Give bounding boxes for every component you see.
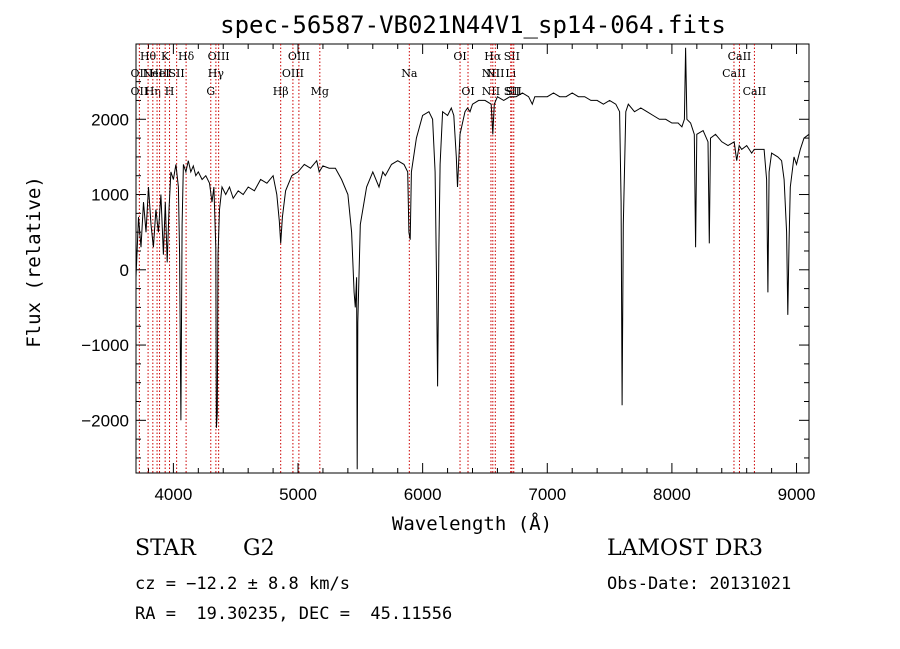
x-tick-label: 4000 (154, 485, 192, 504)
line-marker-label: CaII (743, 85, 767, 98)
y-tick-label: 0 (120, 261, 129, 280)
line-marker-label: SII (506, 85, 522, 98)
line-marker-label: OIII (282, 67, 304, 80)
line-marker-label: SII (169, 67, 185, 80)
line-marker-label: OIII (288, 50, 310, 63)
line-marker-label: Mg (311, 85, 329, 98)
line-marker-label: NeIII (142, 67, 171, 80)
line-marker-label: SII (504, 85, 520, 98)
line-marker-label: K (161, 50, 170, 63)
line-marker-label: SII (504, 50, 520, 63)
line-marker-label: NII (482, 85, 500, 98)
line-marker-label: HeI (149, 67, 169, 80)
subclass-label: G2 (243, 536, 275, 561)
coordinates-text: RA = 19.30235, DEC = 45.11556 (135, 604, 453, 624)
line-marker-label: G (206, 85, 215, 98)
x-tick-label: 9000 (778, 485, 816, 504)
line-marker-label: OII (131, 67, 149, 80)
line-marker-label: Hα (484, 50, 502, 63)
line-marker-label: CaII (722, 67, 746, 80)
y-tick-label: −2000 (81, 411, 129, 430)
line-marker-label: Hθ (140, 50, 157, 63)
y-axis-label: Flux (relative) (23, 176, 45, 348)
y-tick-label: −1000 (81, 336, 129, 355)
line-marker-label: Na (401, 67, 418, 80)
x-tick-label: 6000 (404, 485, 442, 504)
line-marker-label: OI (461, 85, 474, 98)
line-marker-label: H (165, 85, 175, 98)
plot-area: 4000 5000 6000 7000 8000 9000 −2000 −1000 0 1000 2… (81, 43, 816, 504)
x-tick-label: 8000 (653, 485, 691, 504)
y-tick-label: 1000 (91, 186, 129, 205)
survey-label: LAMOST DR3 (607, 536, 763, 561)
line-marker-label: Hδ (178, 50, 195, 63)
plot-frame (135, 43, 810, 474)
x-tick-label: 7000 (528, 485, 566, 504)
obs-date-text: Obs-Date: 20131021 (607, 574, 792, 594)
chart-title: spec-56587-VB021N44V1_sp14-064.fits (220, 11, 726, 39)
line-marker-label: OII (131, 85, 149, 98)
spectrum-line (135, 47, 810, 470)
x-tick-label: 5000 (279, 485, 317, 504)
velocity-text: cz = −12.2 ± 8.8 km/s (135, 574, 350, 594)
line-marker-label: OIII (208, 50, 230, 63)
line-marker-label: Li (505, 67, 516, 80)
x-axis-label: Wavelength (Å) (392, 512, 552, 535)
y-tick-label: 2000 (91, 110, 129, 129)
line-marker-label: Hγ (208, 67, 225, 80)
line-marker-label: Hη (145, 85, 161, 98)
line-marker-label: NII (486, 67, 504, 80)
line-marker-label: CaII (728, 50, 752, 63)
line-marker-label: Hβ (273, 85, 289, 98)
class-label: STAR (135, 536, 196, 561)
line-marker-label: OI (453, 50, 466, 63)
